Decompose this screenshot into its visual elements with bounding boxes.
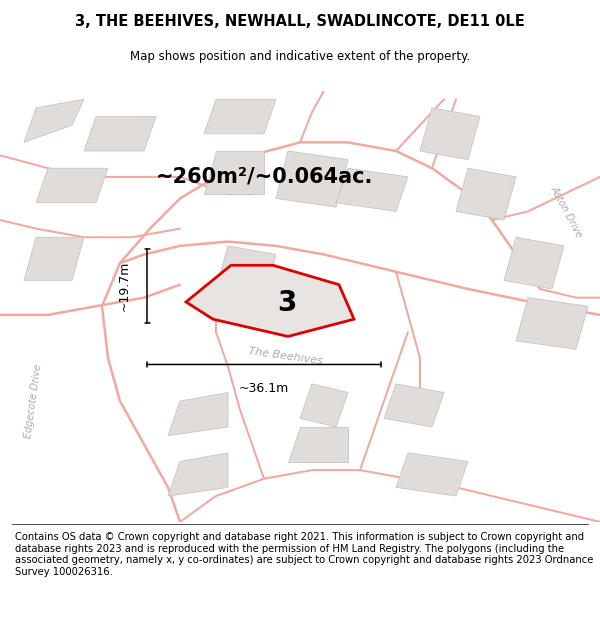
Polygon shape: [36, 168, 108, 202]
Polygon shape: [24, 238, 84, 281]
Polygon shape: [504, 238, 564, 289]
Text: 3, THE BEEHIVES, NEWHALL, SWADLINCOTE, DE11 0LE: 3, THE BEEHIVES, NEWHALL, SWADLINCOTE, D…: [75, 14, 525, 29]
Text: Edgecote Drive: Edgecote Drive: [23, 363, 43, 439]
Polygon shape: [276, 151, 348, 207]
Polygon shape: [204, 99, 276, 134]
Text: ~260m²/~0.064ac.: ~260m²/~0.064ac.: [156, 167, 373, 187]
Polygon shape: [84, 116, 156, 151]
Polygon shape: [204, 151, 264, 194]
Text: Contains OS data © Crown copyright and database right 2021. This information is : Contains OS data © Crown copyright and d…: [15, 532, 593, 577]
Polygon shape: [456, 168, 516, 220]
Text: Aston Drive: Aston Drive: [549, 184, 585, 239]
Text: The Beehives: The Beehives: [247, 346, 323, 366]
Polygon shape: [24, 99, 84, 142]
Text: ~36.1m: ~36.1m: [239, 382, 289, 395]
Polygon shape: [300, 384, 348, 427]
Polygon shape: [336, 168, 408, 211]
Text: ~19.7m: ~19.7m: [118, 261, 131, 311]
Polygon shape: [168, 453, 228, 496]
Polygon shape: [384, 384, 444, 427]
Text: 3: 3: [277, 289, 297, 317]
Polygon shape: [216, 246, 276, 298]
Polygon shape: [420, 108, 480, 159]
Polygon shape: [168, 392, 228, 436]
Text: Map shows position and indicative extent of the property.: Map shows position and indicative extent…: [130, 50, 470, 62]
Polygon shape: [396, 453, 468, 496]
Polygon shape: [516, 298, 588, 349]
Polygon shape: [186, 265, 354, 336]
Polygon shape: [288, 427, 348, 461]
